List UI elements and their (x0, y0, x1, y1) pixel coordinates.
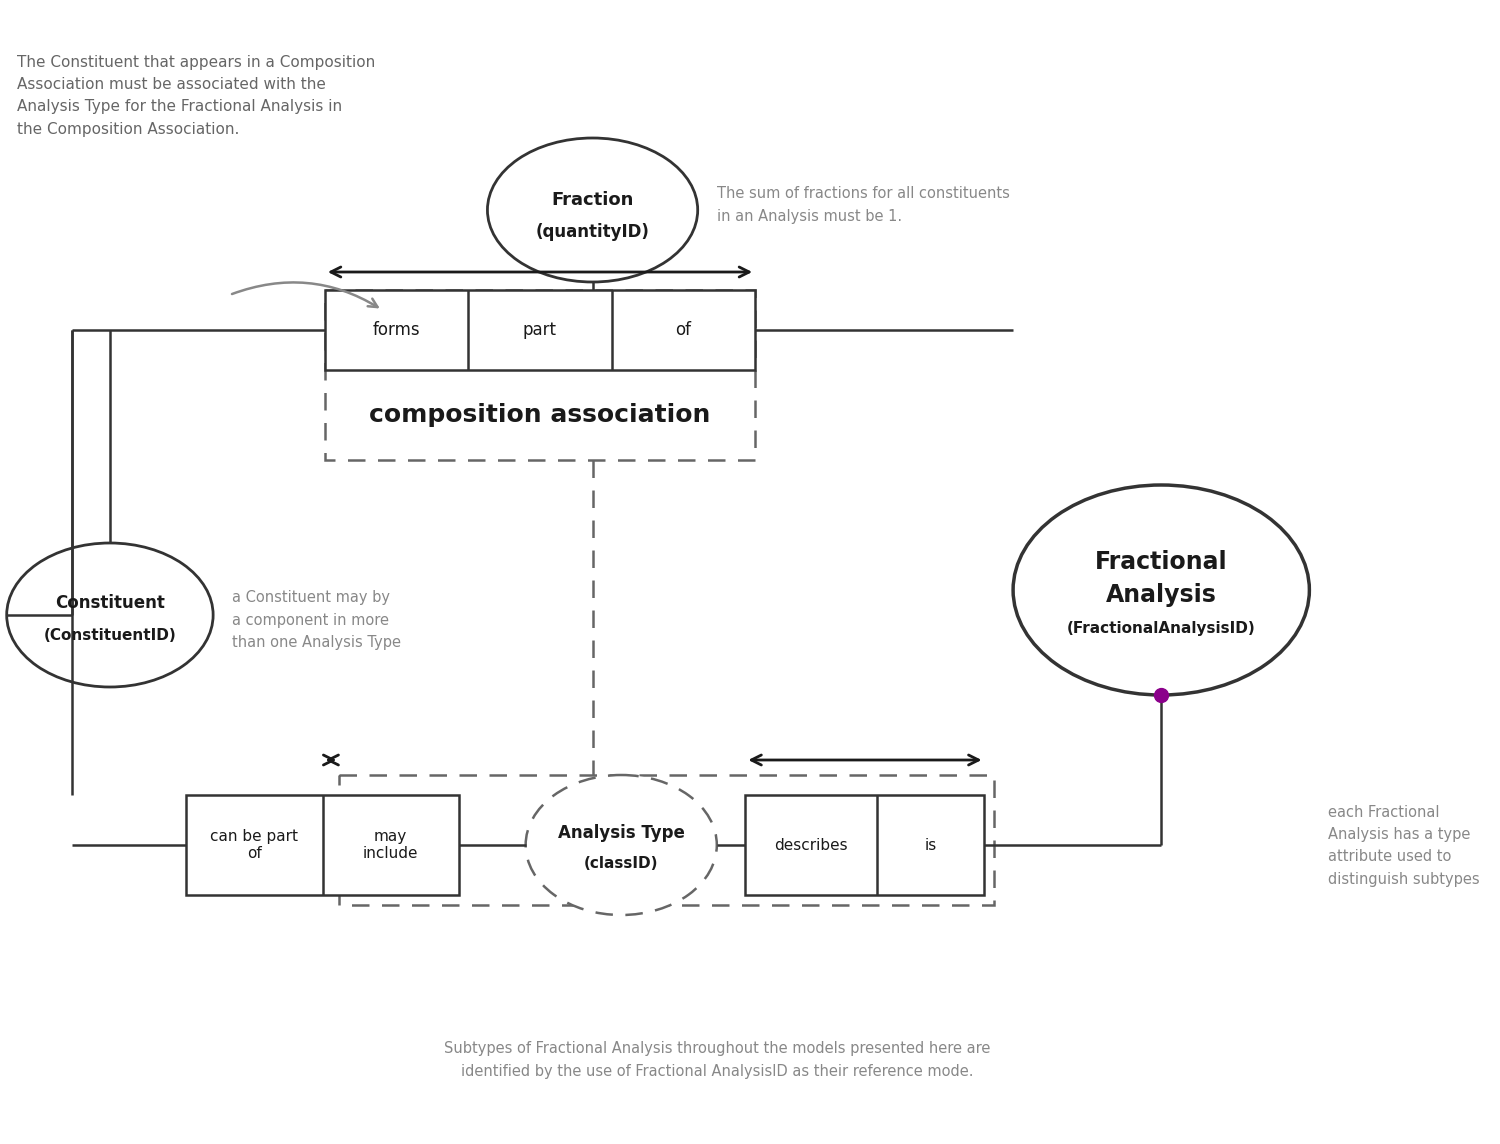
Text: may
include: may include (363, 828, 419, 861)
Bar (326, 289, 754, 370)
Text: Constituent: Constituent (56, 594, 165, 612)
Text: forms: forms (374, 321, 420, 339)
Ellipse shape (1013, 485, 1310, 696)
Bar (746, 795, 984, 895)
Text: a Constituent may by
a component in more
than one Analysis Type: a Constituent may by a component in more… (232, 590, 400, 650)
Text: (classID): (classID) (584, 856, 658, 871)
Bar (186, 795, 459, 895)
Text: composition association: composition association (369, 403, 711, 427)
Bar (339, 774, 995, 905)
Ellipse shape (6, 543, 213, 688)
Text: Fractional: Fractional (1095, 550, 1227, 574)
Text: each Fractional
Analysis has a type
attribute used to
distinguish subtypes: each Fractional Analysis has a type attr… (1329, 805, 1480, 887)
Text: can be part
of: can be part of (210, 828, 298, 861)
Text: Analysis Type: Analysis Type (558, 824, 684, 842)
Text: (ConstituentID): (ConstituentID) (44, 628, 177, 643)
Text: of: of (675, 321, 692, 339)
Ellipse shape (525, 774, 717, 915)
Text: is: is (924, 837, 938, 852)
Text: describes: describes (774, 837, 847, 852)
Bar (326, 289, 754, 460)
Text: Analysis: Analysis (1106, 583, 1216, 607)
Text: Fraction: Fraction (552, 191, 634, 209)
Ellipse shape (488, 138, 698, 283)
Text: The sum of fractions for all constituents
in an Analysis must be 1.: The sum of fractions for all constituent… (717, 186, 1010, 223)
Text: Subtypes of Fractional Analysis throughout the models presented here are
identif: Subtypes of Fractional Analysis througho… (444, 1041, 990, 1079)
Text: (FractionalAnalysisID): (FractionalAnalysisID) (1066, 620, 1256, 636)
Text: part: part (524, 321, 556, 339)
Text: The Constituent that appears in a Composition
Association must be associated wit: The Constituent that appears in a Compos… (16, 55, 375, 136)
Text: (quantityID): (quantityID) (536, 223, 650, 241)
